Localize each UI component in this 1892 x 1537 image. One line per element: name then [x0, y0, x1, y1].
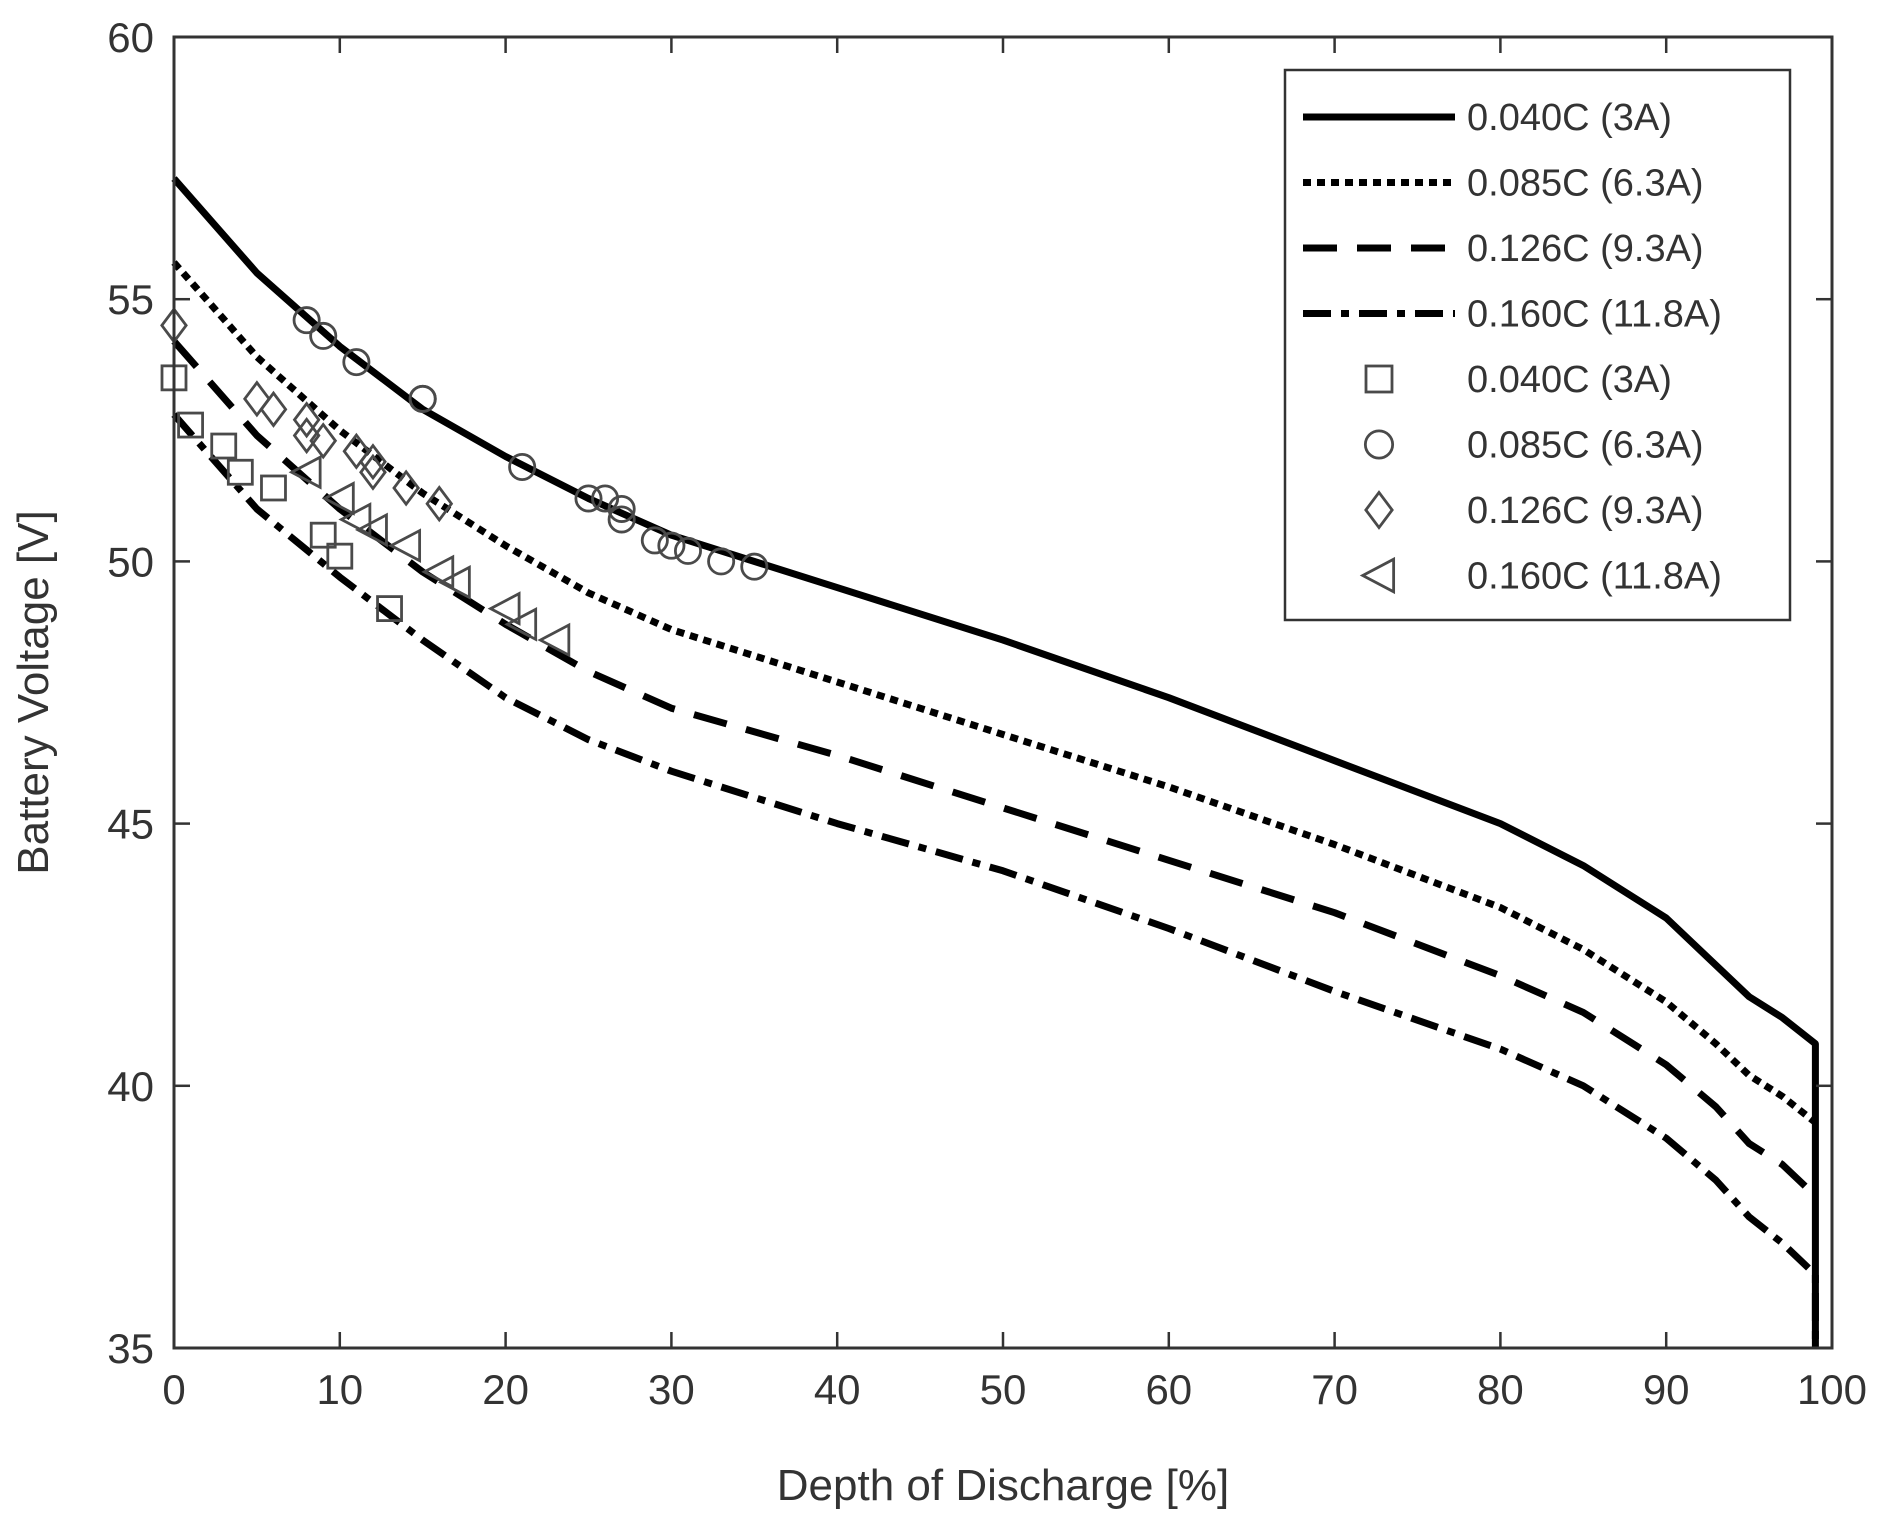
- series-line-2: [171, 260, 1818, 1126]
- y-tick-label: 50: [107, 538, 154, 585]
- data-point-circle: [408, 384, 437, 413]
- legend: 0.040C (3A) 0.085C (6.3A) 0.126C (9.3A) 0.1…: [1283, 68, 1792, 622]
- legend-marker-triangle-left: [1359, 556, 1396, 595]
- legend-label: 0.040C (3A): [1467, 359, 1672, 401]
- data-point-triangle-left: [388, 528, 422, 563]
- series-line-4: [171, 412, 1819, 1348]
- x-tick-label: 30: [648, 1366, 695, 1413]
- data-point-triangle-left: [437, 565, 471, 600]
- data-point-square: [226, 458, 254, 486]
- data-point-circle: [640, 526, 669, 555]
- x-tick-label: 100: [1797, 1366, 1867, 1413]
- legend-marker-square: [1364, 364, 1394, 394]
- data-point-triangle-left: [321, 481, 355, 516]
- data-point-diamond: [359, 453, 387, 491]
- legend-marker-circle: [1363, 429, 1395, 460]
- legend-label: 0.160C (11.8A): [1467, 556, 1722, 598]
- legend-label: 0.126C (9.3A): [1467, 490, 1704, 532]
- data-point-circle: [292, 306, 321, 335]
- axis-ticks: 0 10 20 30 40 50 60 70 80 90 100 35 40 45 50 55 60: [107, 14, 1867, 1413]
- data-point-square: [376, 595, 403, 622]
- x-tick-label: 60: [1145, 1366, 1192, 1413]
- x-tick-label: 90: [1643, 1366, 1690, 1413]
- y-tick-label: 55: [107, 276, 154, 323]
- data-point-diamond: [292, 417, 321, 455]
- data-point-circle: [342, 348, 371, 377]
- plot-marks: [160, 176, 1819, 1348]
- x-tick-label: 70: [1311, 1366, 1358, 1413]
- data-point-square: [210, 432, 238, 460]
- x-tick-label: 80: [1477, 1366, 1524, 1413]
- data-point-circle: [591, 484, 620, 513]
- data-point-square: [177, 411, 204, 439]
- y-axis-title: Battery Voltage [V]: [9, 510, 58, 874]
- x-axis-title: Depth of Discharge [%]: [777, 1461, 1229, 1510]
- series-line-3: [171, 338, 1818, 1199]
- data-point-circle: [607, 494, 636, 523]
- data-point-circle: [673, 536, 702, 565]
- x-tick-label: 0: [162, 1366, 185, 1413]
- y-tick-label: 45: [107, 801, 154, 848]
- data-point-diamond: [392, 469, 421, 507]
- data-point-diamond: [309, 422, 338, 460]
- legend-box: [1283, 68, 1792, 622]
- legend-label: 0.160C (11.8A): [1467, 294, 1722, 336]
- data-point-triangle-left: [487, 591, 521, 626]
- data-point-triangle-left: [338, 502, 372, 537]
- x-tick-label: 50: [980, 1366, 1027, 1413]
- data-point-square: [260, 474, 287, 502]
- data-point-triangle-left: [537, 622, 571, 658]
- data-point-triangle-left: [504, 607, 538, 642]
- legend-label: 0.085C (6.3A): [1467, 425, 1704, 467]
- x-tick-label: 40: [814, 1366, 861, 1413]
- data-point-diamond: [359, 443, 387, 481]
- data-point-square: [326, 542, 354, 570]
- legend-label: 0.126C (9.3A): [1467, 228, 1704, 270]
- y-tick-label: 40: [107, 1063, 154, 1110]
- data-point-triangle-left: [354, 512, 388, 548]
- y-tick-label: 35: [107, 1325, 154, 1372]
- data-point-triangle-left: [288, 454, 322, 490]
- data-point-diamond: [243, 380, 271, 418]
- x-tick-label: 10: [316, 1366, 363, 1413]
- data-point-circle: [740, 552, 769, 581]
- legend-marker-diamond: [1364, 490, 1394, 530]
- data-point-circle: [607, 505, 636, 534]
- data-point-diamond: [292, 401, 321, 439]
- data-point-diamond: [342, 432, 371, 470]
- y-tick-label: 60: [107, 14, 154, 61]
- data-point-circle: [309, 321, 338, 350]
- legend-label: 0.085C (6.3A): [1467, 163, 1704, 205]
- data-point-diamond: [425, 485, 454, 523]
- x-tick-label: 20: [482, 1366, 529, 1413]
- data-point-triangle-left: [421, 554, 455, 590]
- series-line-1: [171, 176, 1819, 1348]
- data-point-diamond: [259, 390, 288, 428]
- data-point-circle: [707, 547, 736, 576]
- data-point-circle: [574, 484, 603, 513]
- data-point-circle: [657, 531, 686, 560]
- data-point-square: [309, 521, 337, 549]
- data-point-circle: [508, 453, 537, 482]
- legend-label: 0.040C (3A): [1467, 97, 1672, 139]
